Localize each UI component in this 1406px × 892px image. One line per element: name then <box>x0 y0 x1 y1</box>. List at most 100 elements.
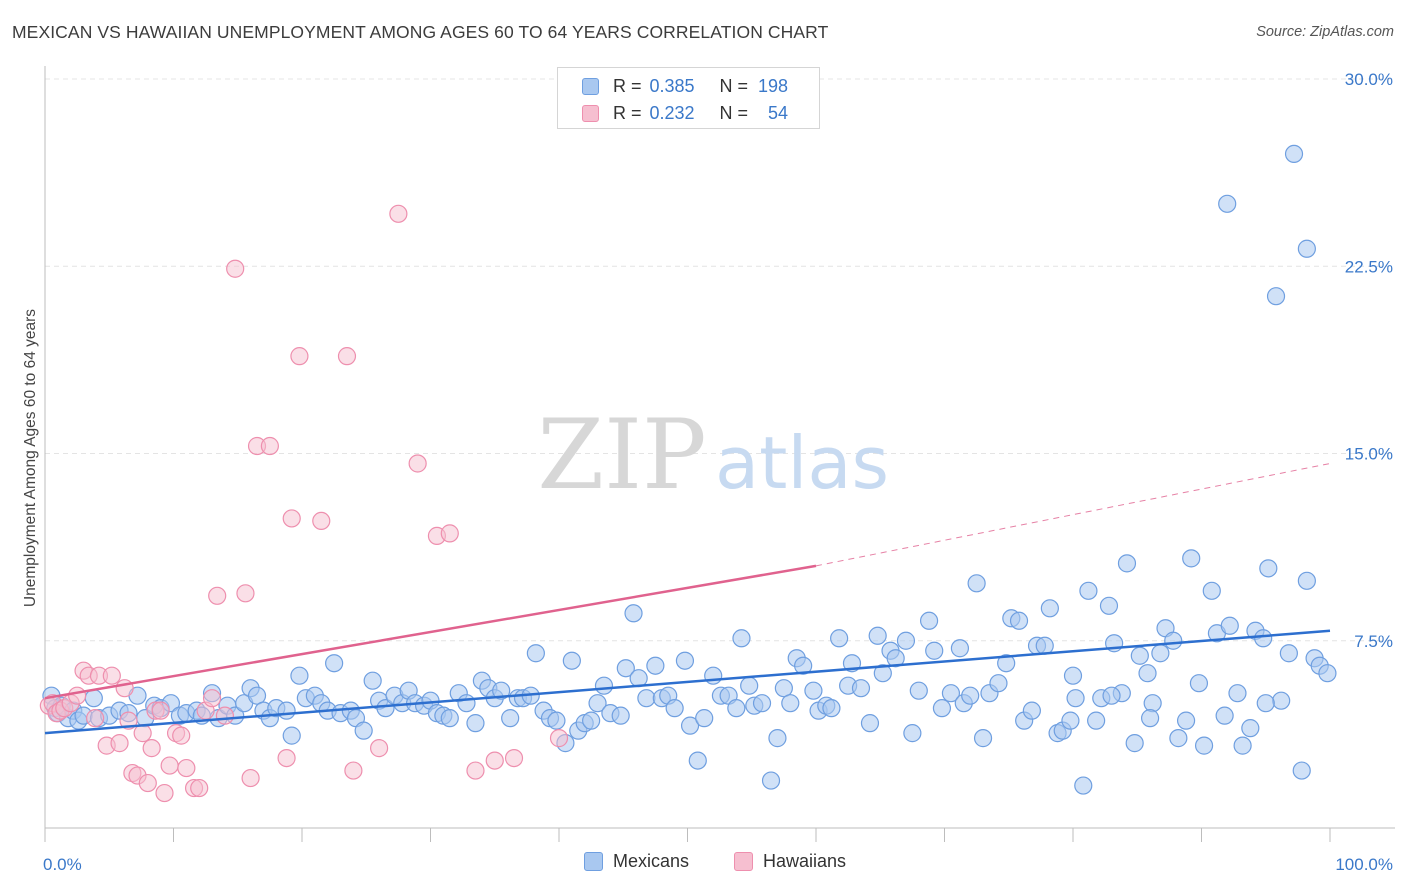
data-point-mexicans <box>925 641 944 660</box>
legend-item-hawaiians[interactable]: Hawaiians <box>734 851 846 872</box>
data-point-mexicans <box>704 666 723 685</box>
data-point-mexicans <box>526 644 545 663</box>
data-point-mexicans <box>1074 776 1093 795</box>
data-point-hawaiians <box>202 689 222 708</box>
data-point-mexicans <box>794 656 813 675</box>
data-point-hawaiians <box>312 511 331 531</box>
data-point-mexicans <box>761 771 781 790</box>
data-point-mexicans <box>1218 194 1237 213</box>
legend-r-label: R = <box>613 75 642 96</box>
data-point-hawaiians <box>172 726 191 745</box>
data-point-hawaiians <box>155 783 174 803</box>
data-point-mexicans <box>637 689 656 708</box>
data-point-mexicans <box>1143 694 1162 713</box>
data-point-mexicans <box>646 656 665 675</box>
data-point-mexicans <box>363 671 382 690</box>
legend-n-label: N = <box>719 102 749 123</box>
data-point-hawaiians <box>86 709 105 728</box>
data-point-mexicans <box>903 724 922 743</box>
data-point-mexicans <box>1140 709 1160 728</box>
data-point-mexicans <box>325 654 344 673</box>
data-point-hawaiians <box>408 454 427 473</box>
data-point-mexicans <box>611 706 630 725</box>
y-tick-label: 15.0% <box>1345 445 1393 464</box>
data-point-hawaiians <box>177 758 196 778</box>
data-point-mexicans <box>616 659 635 678</box>
legend-row-hawaiians: R = 0.232 N = 54 <box>558 101 788 125</box>
data-point-hawaiians <box>226 259 245 278</box>
data-point-mexicans <box>727 699 746 718</box>
y-tick-label: 30.0% <box>1345 70 1393 89</box>
data-point-mexicans <box>1066 689 1085 708</box>
data-point-hawaiians <box>236 584 255 603</box>
data-point-mexicans <box>594 676 614 695</box>
data-point-mexicans <box>562 651 581 670</box>
data-point-mexicans <box>1279 644 1298 663</box>
data-point-mexicans <box>282 726 301 745</box>
data-point-hawaiians <box>208 586 227 605</box>
series-mexicans <box>42 144 1337 795</box>
data-point-mexicans <box>989 674 1008 693</box>
data-point-mexicans <box>860 714 880 733</box>
data-point-hawaiians <box>138 773 157 793</box>
data-point-mexicans <box>1164 631 1183 650</box>
data-point-mexicans <box>290 666 309 685</box>
data-point-hawaiians <box>142 739 161 758</box>
data-point-mexicans <box>624 604 643 623</box>
data-point-hawaiians <box>151 701 170 720</box>
legend-n-label: N = <box>719 75 749 96</box>
data-point-mexicans <box>440 709 459 728</box>
data-point-mexicans <box>84 689 103 708</box>
data-point-mexicans <box>457 694 476 713</box>
tick-labels: 7.5% 15.0% 22.5% 30.0% 0.0% 100.0% <box>43 70 1393 874</box>
trend-lines <box>44 462 1331 735</box>
data-point-hawaiians <box>504 748 524 768</box>
data-point-mexicans <box>896 631 916 650</box>
trend-line-mexicans <box>44 629 1331 735</box>
legend-row-mexicans: R = 0.385 N = 198 <box>558 74 788 98</box>
legend-n-value: 198 <box>758 75 789 96</box>
data-point-mexicans <box>941 684 961 703</box>
data-point-mexicans <box>588 694 607 713</box>
data-point-mexicans <box>1194 736 1214 755</box>
x-tick-label: 0.0% <box>43 855 82 874</box>
data-point-hawaiians <box>485 751 504 770</box>
data-point-hawaiians <box>344 761 363 780</box>
data-point-mexicans <box>1182 549 1201 568</box>
data-point-mexicans <box>909 681 928 700</box>
data-point-hawaiians <box>370 739 389 758</box>
legend-r-value: 0.385 <box>649 75 695 96</box>
y-tick-label: 7.5% <box>1354 632 1393 651</box>
data-point-mexicans <box>950 639 970 658</box>
data-point-mexicans <box>1169 729 1188 748</box>
mexicans-swatch <box>582 77 599 95</box>
data-point-hawaiians <box>241 768 260 788</box>
watermark: ZIP atlas <box>537 399 889 511</box>
data-point-mexicans <box>1022 701 1041 720</box>
data-point-hawaiians <box>133 724 152 743</box>
data-point-mexicans <box>822 699 841 718</box>
data-point-mexicans <box>886 649 905 668</box>
data-point-hawaiians <box>549 729 569 748</box>
data-point-hawaiians <box>290 347 309 366</box>
data-point-mexicans <box>695 709 714 728</box>
data-point-mexicans <box>1254 629 1273 648</box>
trend-line-hawaiians-extension <box>815 462 1331 567</box>
data-point-mexicans <box>1256 694 1275 713</box>
stats-legend: R = 0.385 N = 198 R = 0.232 N = 54 <box>557 67 820 129</box>
data-point-hawaiians <box>466 761 485 780</box>
data-point-mexicans <box>967 574 986 593</box>
data-point-mexicans <box>688 751 707 770</box>
data-point-mexicans <box>1266 287 1286 306</box>
legend-r-value: 0.232 <box>649 102 695 123</box>
legend-n-value: 54 <box>768 102 789 123</box>
data-point-mexicans <box>768 729 787 748</box>
watermark-atlas: atlas <box>715 421 889 505</box>
data-point-mexicans <box>1292 761 1311 780</box>
data-point-hawaiians <box>277 748 296 768</box>
data-point-mexicans <box>501 709 520 728</box>
data-point-mexicans <box>961 686 980 705</box>
data-point-mexicans <box>376 699 395 718</box>
legend-item-mexicans[interactable]: Mexicans <box>584 851 689 872</box>
data-point-mexicans <box>919 611 939 630</box>
